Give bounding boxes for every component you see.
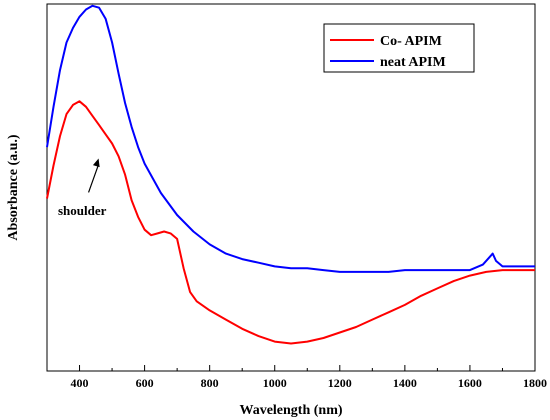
x-axis-ticks: 400 600 800 1000 1200 1400 1600 1800 [46,365,547,390]
x-tick-label: 1000 [263,376,287,390]
x-axis-title: Wavelength (nm) [239,403,342,418]
x-tick-label: 1600 [458,376,482,390]
x-tick-label: 600 [136,376,154,390]
shoulder-arrow [87,164,100,193]
x-tick-label: 800 [201,376,219,390]
x-tick-label: 1400 [393,376,417,390]
series-line-neat-apim [46,4,535,273]
shoulder-arrowhead [92,158,100,168]
y-axis-title: Absorbance (a.u.) [6,134,21,241]
series-line-co-apim [46,100,535,345]
legend: Co- APIM neat APIM [323,23,475,73]
x-tick-label: 1200 [328,376,352,390]
plot-frame [46,3,536,372]
x-tick-label: 1800 [523,376,547,390]
shoulder-label: shoulder [58,203,107,218]
shoulder-annotation: shoulder [58,158,107,218]
x-tick-label: 400 [71,376,89,390]
legend-label-co-apim: Co- APIM [380,34,442,49]
legend-box [323,23,475,73]
plot-area: 400 600 800 1000 1200 1400 1600 1800 [46,3,547,390]
series-lines [46,4,535,345]
legend-label-neat-apim: neat APIM [380,55,446,70]
